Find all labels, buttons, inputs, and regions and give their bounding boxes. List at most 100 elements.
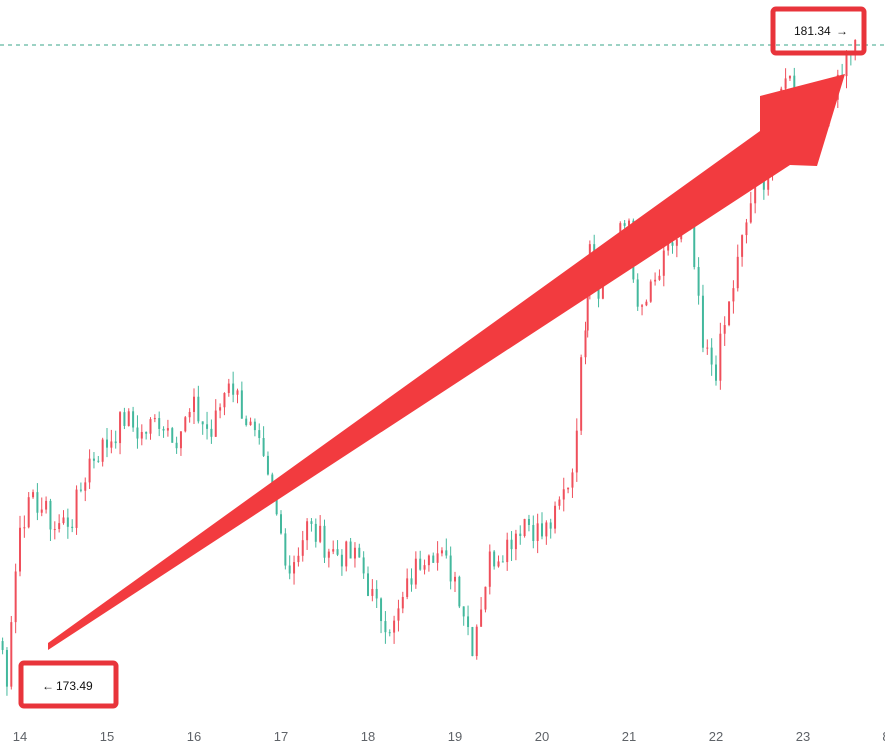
candle-body (288, 565, 291, 574)
candle-body (14, 571, 17, 623)
candle-body (462, 606, 465, 617)
low-arrow-glyph: ← (42, 679, 54, 693)
candle-body (27, 497, 30, 528)
candle-body (314, 523, 317, 542)
candle-body (184, 417, 187, 432)
candle-body (754, 182, 757, 204)
candle-body (197, 396, 200, 422)
candle-body (671, 242, 674, 246)
candle-body (393, 620, 396, 633)
candle-body (206, 424, 209, 429)
candle-body (645, 301, 648, 306)
x-tick-label: 19 (448, 729, 462, 744)
candle-body (179, 431, 182, 449)
candle-body (845, 51, 848, 77)
candle-body (140, 431, 143, 439)
candle-body (715, 364, 717, 381)
candle-body (488, 551, 491, 587)
candle-body (193, 396, 195, 412)
candle-body (467, 616, 470, 628)
candle-body (284, 533, 287, 566)
candle-body (262, 438, 265, 456)
candle-body (79, 489, 82, 491)
candle-body (741, 235, 744, 257)
candle-body (628, 220, 630, 226)
candle-body (227, 383, 230, 394)
candle-body (132, 411, 135, 428)
candle-body (706, 347, 709, 349)
candle-body (445, 550, 448, 556)
candle-body (349, 541, 352, 559)
candle-body (301, 540, 304, 556)
candle-body (114, 441, 117, 444)
candle-body (693, 214, 696, 268)
candle-body (388, 632, 391, 634)
candle-body (762, 178, 765, 190)
candle-body (306, 521, 309, 541)
candle-body (58, 523, 61, 530)
candle-body (5, 649, 8, 687)
candle-body (584, 330, 587, 358)
candle-body (158, 418, 161, 429)
candle-body (371, 588, 374, 596)
candle-body (575, 430, 578, 473)
candle-body (106, 439, 108, 448)
candle-body (136, 427, 139, 439)
candle-body (275, 494, 278, 515)
candle-body (545, 522, 548, 537)
candle-body (580, 357, 583, 431)
candle-body (471, 627, 474, 657)
candle-body (701, 295, 704, 348)
candle-body (501, 561, 504, 563)
trend-arrow (48, 74, 845, 650)
candle-body (297, 555, 300, 563)
candle-body (623, 223, 626, 226)
candle-body (97, 460, 100, 462)
candle-body (440, 550, 443, 554)
low-price-label: 173.49 (56, 679, 93, 693)
candle-body (767, 172, 770, 190)
candle-body (219, 407, 222, 411)
candle-body (353, 547, 356, 559)
candle-body (397, 608, 400, 621)
candle-body (171, 428, 174, 443)
candle-body (854, 40, 857, 56)
candle-body (514, 533, 517, 550)
candle-body (149, 419, 152, 434)
candle-body (549, 522, 552, 529)
x-axis: 14 15 16 17 18 19 20 21 22 23 8F (13, 729, 885, 744)
candle-body (406, 578, 409, 597)
candle-body (119, 412, 122, 444)
candle-body (123, 412, 126, 426)
candle-body (236, 390, 239, 395)
candle-body (210, 428, 213, 437)
candle-body (310, 521, 313, 524)
candle-body (323, 525, 326, 558)
x-tick-label: 15 (100, 729, 114, 744)
candle-body (367, 573, 369, 596)
x-tick-label: 16 (187, 729, 201, 744)
candle-body (188, 411, 191, 418)
candle-body (536, 523, 539, 542)
high-arrow-glyph: → (836, 24, 848, 38)
candle-body (562, 489, 565, 500)
x-tick-label: 17 (274, 729, 288, 744)
candle-body (736, 256, 739, 289)
candle-body (662, 250, 665, 276)
candle-body (201, 421, 204, 425)
candle-body (162, 428, 165, 431)
candle-body (732, 288, 735, 302)
candle-body (636, 279, 639, 307)
candle-body (175, 442, 178, 449)
candle-body (10, 622, 13, 687)
candle-body (36, 492, 39, 513)
candle-body (436, 553, 439, 563)
candle-body (145, 431, 148, 434)
candles-layer (1, 39, 857, 696)
labels-layer: 181.34 → ← 173.49 (18, 6, 867, 709)
candle-body (358, 547, 361, 558)
candle-body (245, 418, 248, 426)
x-tick-label: 23 (796, 729, 810, 744)
candle-body (340, 554, 343, 567)
